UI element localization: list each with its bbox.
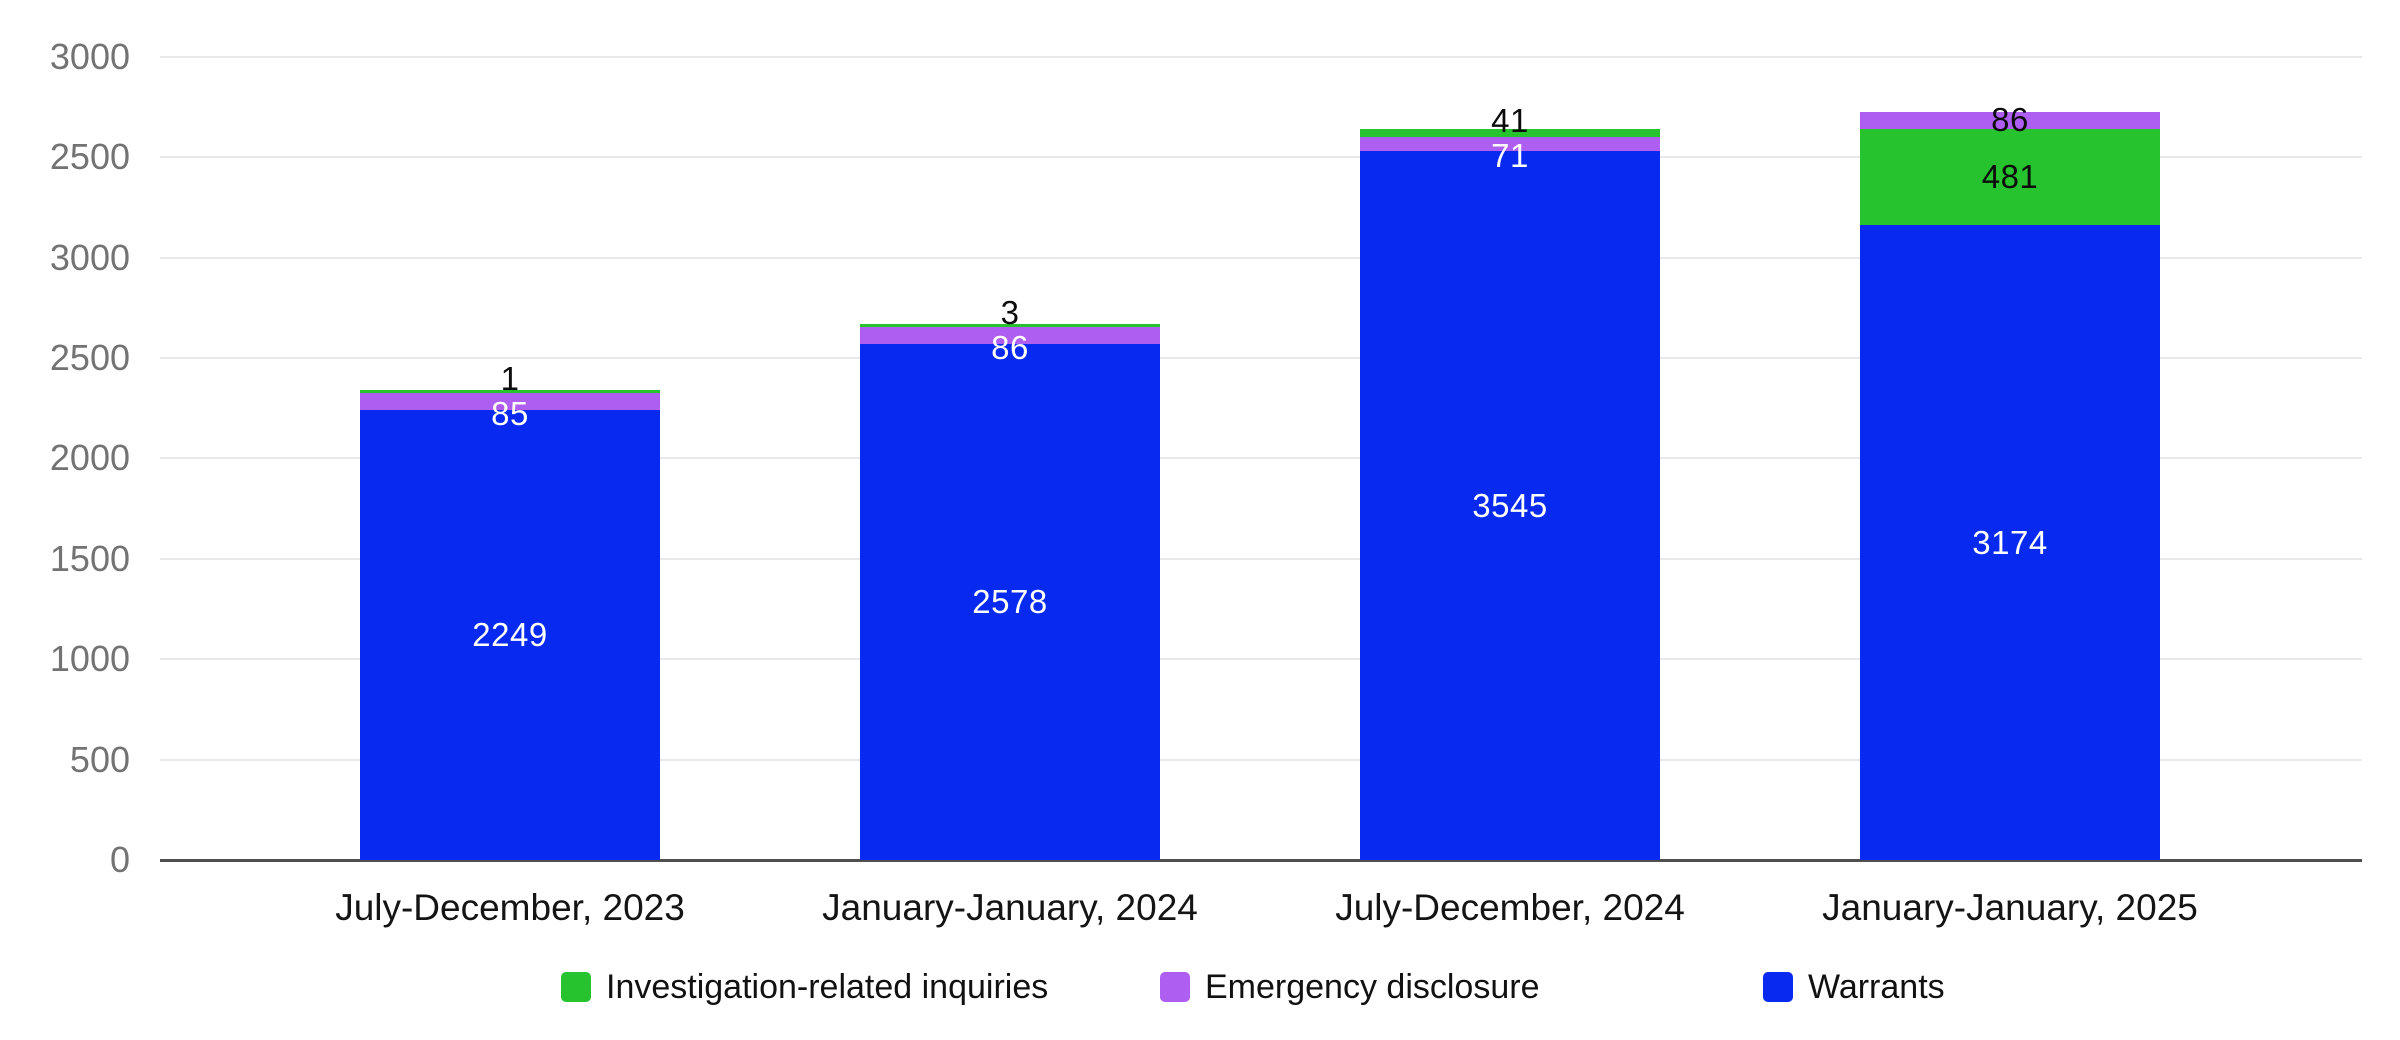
legend-label: Investigation-related inquiries <box>606 968 1049 1006</box>
legend-label: Emergency disclosure <box>1205 968 1540 1006</box>
bar-segment-investigation[interactable] <box>860 324 1160 328</box>
bar-value-label-investigation: 3 <box>1000 294 1020 332</box>
bar-segment-investigation[interactable] <box>1860 129 2160 226</box>
bar-value-label-emergency: 86 <box>991 329 1029 367</box>
y-axis-tick-label: 2000 <box>49 437 130 479</box>
legend-item-warrants[interactable]: Warrants <box>1763 968 1945 1006</box>
legend-swatch-emergency <box>1160 972 1190 1002</box>
legend-item-emergency[interactable]: Emergency disclosure <box>1160 968 1539 1006</box>
y-axis-tick-label: 3000 <box>49 35 130 77</box>
bar-segment-warrants[interactable] <box>1360 151 1660 860</box>
bar-segment-emergency[interactable] <box>860 327 1160 345</box>
gridline <box>160 156 2362 159</box>
legend-label: Warrants <box>1808 968 1945 1006</box>
bar-value-label-warrants: 2249 <box>472 616 548 654</box>
x-axis-category-label: July-December, 2024 <box>1335 887 1685 928</box>
x-axis-category-label: January-January, 2025 <box>1822 887 2198 928</box>
bar-segment-emergency[interactable] <box>1860 111 2160 129</box>
y-axis-tick-label: 2500 <box>49 136 130 178</box>
gridline <box>160 658 2362 661</box>
gridline <box>160 758 2362 761</box>
x-axis-category-label: January-January, 2024 <box>822 887 1198 928</box>
bar-value-label-emergency: 86 <box>1991 101 2029 139</box>
bar-value-label-emergency: 85 <box>491 395 529 433</box>
bar-segment-emergency[interactable] <box>1360 136 1660 151</box>
x-axis-line <box>160 859 2362 862</box>
gridline <box>160 457 2362 460</box>
bar-value-label-warrants: 3545 <box>1472 486 1548 524</box>
bar-value-label-investigation: 1 <box>500 360 520 398</box>
y-axis-tick-label: 1000 <box>49 638 130 680</box>
bar-segment-emergency[interactable] <box>360 393 660 411</box>
bar-value-label-emergency: 71 <box>1491 136 1529 174</box>
bar-segment-investigation[interactable] <box>1360 128 1660 137</box>
bar-segment-warrants[interactable] <box>1860 225 2160 860</box>
bar-segment-investigation[interactable] <box>360 390 660 394</box>
legend-swatch-investigation <box>561 972 591 1002</box>
bar-segment-warrants[interactable] <box>360 410 660 860</box>
bar-value-label-warrants: 3174 <box>1972 523 2048 561</box>
y-axis-tick-label: 3000 <box>49 236 130 278</box>
legend-swatch-warrants <box>1763 972 1793 1002</box>
gridline <box>160 557 2362 560</box>
gridline <box>160 357 2362 359</box>
bar-value-label-investigation: 481 <box>1981 158 2039 196</box>
bar-value-label-warrants: 2578 <box>972 583 1048 621</box>
gridline <box>160 256 2362 259</box>
y-axis-tick-label: 1500 <box>49 537 130 579</box>
y-axis-tick-label: 2500 <box>49 337 130 378</box>
bar-segment-warrants[interactable] <box>860 344 1160 860</box>
y-axis-tick-label: 0 <box>109 839 130 880</box>
y-axis-tick-label: 500 <box>69 738 130 780</box>
bar-value-label-investigation: 41 <box>1491 101 1529 139</box>
x-axis-category-label: July-December, 2023 <box>335 887 685 928</box>
legend-item-investigation[interactable]: Investigation-related inquiries <box>561 968 1048 1006</box>
gridline <box>160 55 2362 58</box>
